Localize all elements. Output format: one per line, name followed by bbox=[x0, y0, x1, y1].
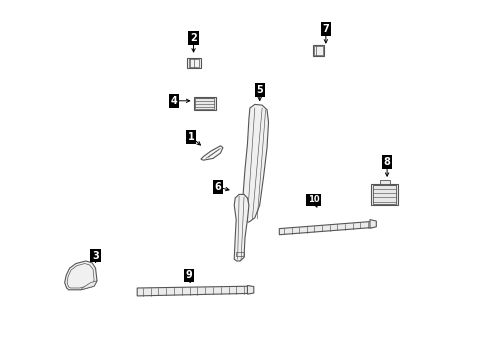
Polygon shape bbox=[279, 221, 372, 235]
Polygon shape bbox=[370, 220, 376, 228]
Polygon shape bbox=[240, 104, 269, 222]
Polygon shape bbox=[81, 281, 97, 290]
Text: 7: 7 bbox=[322, 24, 329, 34]
Polygon shape bbox=[371, 184, 398, 205]
Text: 3: 3 bbox=[92, 251, 99, 261]
Polygon shape bbox=[187, 58, 201, 68]
Polygon shape bbox=[194, 97, 216, 110]
Polygon shape bbox=[65, 261, 97, 290]
Text: 8: 8 bbox=[384, 157, 391, 167]
Text: 9: 9 bbox=[185, 270, 192, 280]
Text: 1: 1 bbox=[188, 132, 195, 142]
Polygon shape bbox=[247, 285, 254, 294]
Polygon shape bbox=[201, 146, 223, 160]
Polygon shape bbox=[137, 286, 250, 296]
Polygon shape bbox=[380, 180, 390, 184]
Text: 2: 2 bbox=[190, 33, 197, 43]
Text: 4: 4 bbox=[171, 96, 177, 106]
Text: 6: 6 bbox=[215, 182, 221, 192]
Text: 10: 10 bbox=[308, 195, 319, 204]
Text: 5: 5 bbox=[256, 85, 263, 95]
Polygon shape bbox=[234, 194, 249, 261]
Polygon shape bbox=[313, 45, 324, 56]
